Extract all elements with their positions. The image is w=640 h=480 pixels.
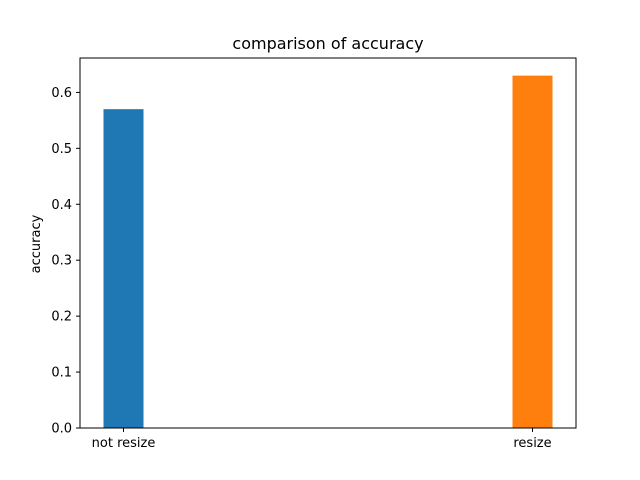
y-tick-label: 0.6 [51,86,72,101]
bar-not-resize [103,109,144,428]
x-ticks-group: not resize resize [92,428,552,451]
x-tick-label: not resize [92,436,156,451]
y-axis-label: accuracy [29,214,44,273]
y-tick-label: 0.2 [51,310,72,325]
y-tick-label: 0.1 [51,366,72,381]
x-tick-label: resize [513,436,551,451]
y-tick-label: 0.5 [51,142,72,157]
y-tick-label: 0.4 [51,198,72,213]
y-tick-label: 0.3 [51,254,72,269]
plot-frame [79,57,577,429]
chart-title: comparison of accuracy [232,34,423,53]
bar-resize [512,75,553,428]
y-tick-label: 0.0 [51,422,72,437]
y-ticks-group: 0.0 0.1 0.2 0.3 0.4 0.5 0.6 [51,86,80,437]
bars-group [103,75,553,428]
